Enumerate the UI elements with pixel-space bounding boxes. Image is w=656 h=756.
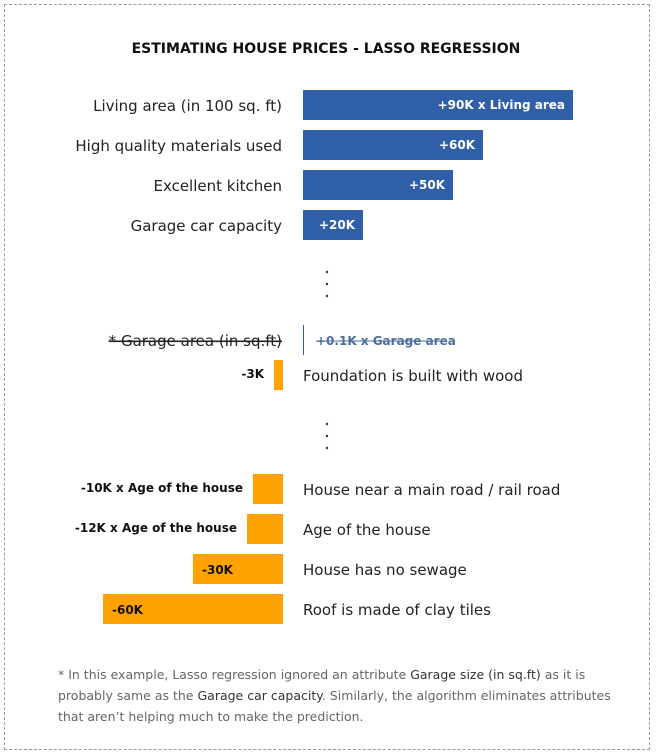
positive-bar-data-label: +90K x Living area bbox=[438, 98, 565, 112]
ellipsis-dots-top bbox=[325, 282, 329, 286]
negative-bar-data-label: -3K bbox=[241, 367, 264, 381]
footnote: * In this example, Lasso regression igno… bbox=[58, 664, 618, 727]
negative-bar-label: House has no sewage bbox=[303, 561, 467, 579]
footnote-highlight-garage-capacity: Garage car capacity bbox=[197, 688, 322, 703]
lasso-coefficient-chart: ESTIMATING HOUSE PRICES - LASSO REGRESSI… bbox=[75, 41, 573, 624]
negative-bar bbox=[103, 594, 283, 624]
negative-bar-data-label: -30K bbox=[202, 563, 234, 577]
ellipsis-dots-bottom bbox=[325, 446, 329, 450]
ellipsis-dots-top bbox=[325, 270, 329, 274]
negative-bar-label: Age of the house bbox=[303, 521, 431, 539]
positive-bar-data-label: +60K bbox=[439, 138, 476, 152]
negative-bar-data-label: -60K bbox=[112, 603, 144, 617]
negative-bar bbox=[274, 360, 283, 390]
ellipsis-dots-bottom bbox=[325, 422, 329, 426]
positive-bar-data-label: +50K bbox=[409, 178, 446, 192]
positive-bar bbox=[303, 130, 483, 160]
negative-bar bbox=[253, 474, 283, 504]
positive-bar-data-label: +20K bbox=[319, 218, 356, 232]
negative-bar bbox=[193, 554, 283, 584]
negative-bar-label: Foundation is built with wood bbox=[303, 367, 523, 385]
positive-bar-label: Garage car capacity bbox=[131, 217, 283, 235]
footnote-text-2: as it is probably same as the bbox=[58, 667, 586, 703]
footnote-text-3: . Similarly, the algorithm eliminates at… bbox=[58, 688, 611, 724]
positive-bar-label: Living area (in 100 sq. ft) bbox=[93, 97, 282, 115]
chart-title: ESTIMATING HOUSE PRICES - LASSO REGRESSI… bbox=[132, 41, 521, 57]
negative-bar-data-label: -10K x Age of the house bbox=[81, 481, 243, 495]
ellipsis-dots-bottom bbox=[325, 434, 329, 438]
positive-bar-label: Excellent kitchen bbox=[153, 177, 282, 195]
ellipsis-dots-top bbox=[325, 294, 329, 298]
negative-bar-label: Roof is made of clay tiles bbox=[303, 601, 491, 619]
footnote-text-1: * In this example, Lasso regression igno… bbox=[58, 667, 411, 682]
eliminated-bar bbox=[303, 325, 304, 355]
positive-bar bbox=[303, 90, 573, 120]
positive-bar-label: High quality materials used bbox=[75, 137, 282, 155]
negative-bar-data-label: -12K x Age of the house bbox=[75, 521, 237, 535]
negative-bar bbox=[247, 514, 283, 544]
chart-card bbox=[4, 4, 650, 750]
negative-bar-label: House near a main road / rail road bbox=[303, 481, 560, 499]
footnote-highlight-garage-size: Garage size (in sq.ft) bbox=[410, 667, 541, 682]
positive-bar bbox=[303, 170, 453, 200]
positive-bar bbox=[303, 210, 363, 240]
